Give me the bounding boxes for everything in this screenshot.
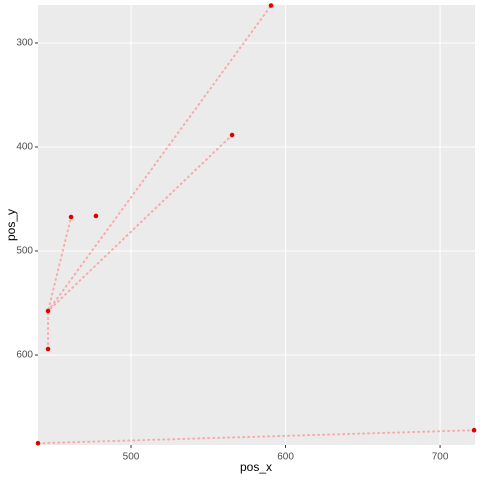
y-tick-label: 400 bbox=[16, 142, 33, 153]
point bbox=[45, 346, 51, 352]
x-tick-label: 600 bbox=[277, 452, 294, 463]
y-tick-label: 600 bbox=[16, 350, 33, 361]
point bbox=[68, 214, 74, 220]
point bbox=[45, 308, 51, 314]
x-tick-label: 700 bbox=[432, 452, 449, 463]
point bbox=[35, 440, 41, 446]
point bbox=[471, 427, 477, 433]
point bbox=[93, 213, 99, 219]
x-axis-label: pos_x bbox=[240, 460, 272, 474]
y-tick-label: 500 bbox=[16, 246, 33, 257]
point bbox=[229, 132, 235, 138]
point bbox=[268, 3, 274, 8]
panel bbox=[38, 5, 475, 445]
y-tick-label: 300 bbox=[16, 38, 33, 49]
y-axis-label: pos_y bbox=[4, 209, 18, 241]
x-tick-label: 500 bbox=[123, 452, 140, 463]
grid bbox=[38, 5, 475, 445]
marks bbox=[35, 3, 477, 446]
